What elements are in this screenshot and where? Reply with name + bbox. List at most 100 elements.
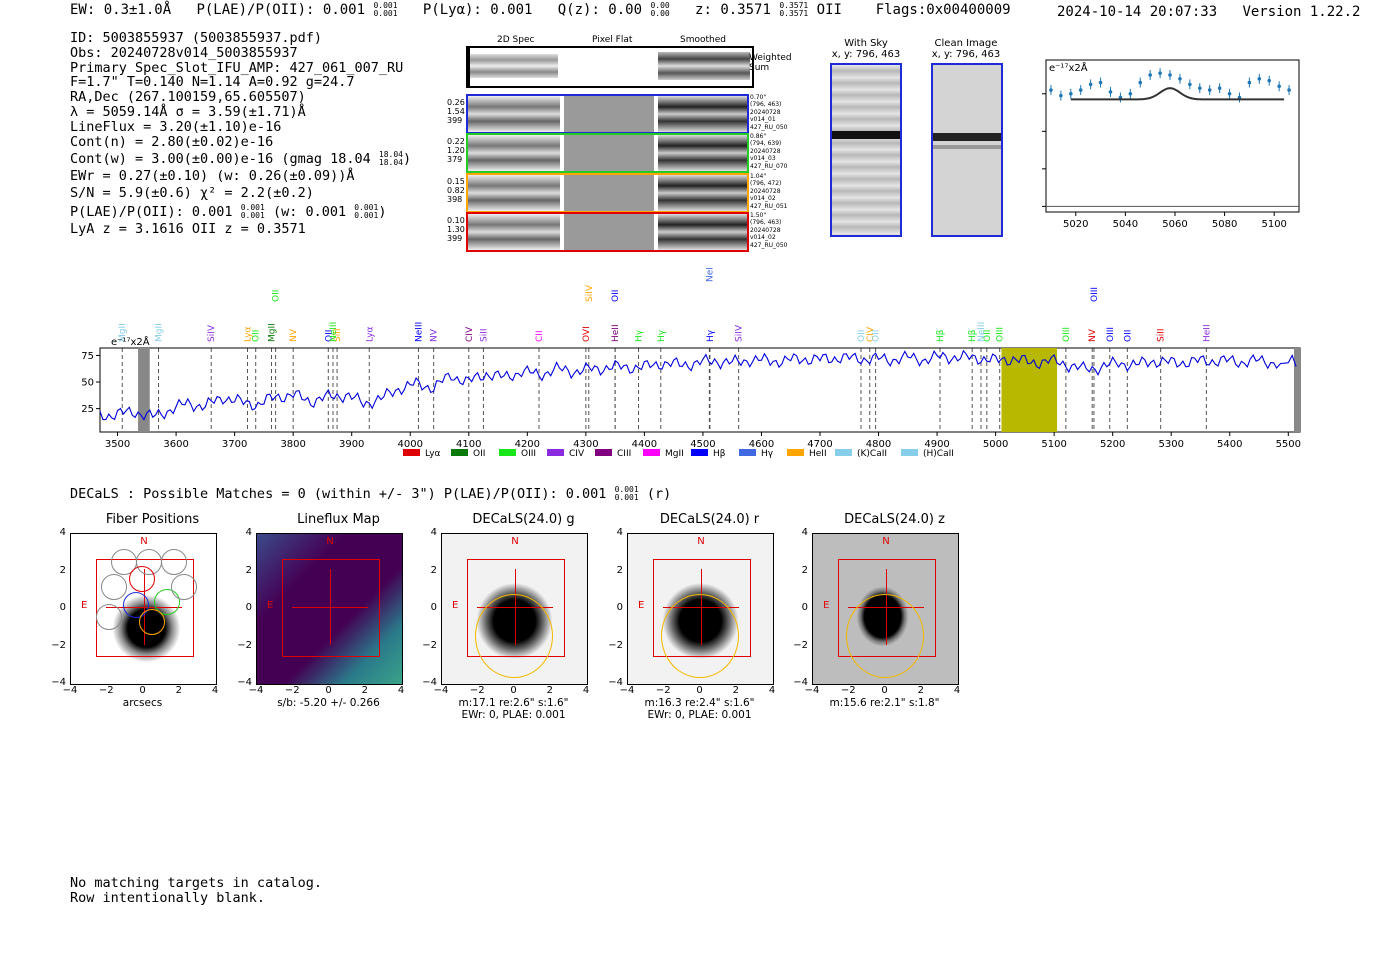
decals-panel-title: DECaLS(24.0) z	[844, 512, 945, 527]
cutout-meta-line: v014_01	[750, 116, 776, 124]
spectrum-line-label: NeIII	[977, 322, 987, 342]
decals-ytick-label: 2	[245, 564, 252, 576]
spectrum-highlight-band	[1001, 348, 1058, 432]
cutout-meta-line: 1.04"	[750, 173, 767, 180]
decals-summary-up: 0.001	[614, 485, 639, 494]
fiber-circle	[96, 604, 122, 630]
header-qz-up: 0.00	[650, 1, 670, 10]
info-lambda: λ = 5059.14Å σ = 3.59(±1.71)Å	[70, 103, 306, 120]
spectrum-line-label: HeII	[611, 324, 621, 342]
decals-ytick-label: 2	[59, 564, 66, 576]
cutout-pixelflat	[564, 96, 654, 132]
decals-xtick-label: −4	[62, 685, 78, 696]
decals-ytick-label: −4	[422, 677, 437, 688]
cutout-meta-line: v014_02	[750, 234, 776, 242]
decals-panel-footer: EWr: 0, PLAE: 0.001	[461, 709, 566, 721]
cutout-stat: 0.26	[447, 98, 465, 107]
legend-label: CIV	[569, 449, 585, 459]
legend-swatch	[451, 449, 468, 456]
decals-ytick-label: 4	[430, 527, 437, 538]
spectrum-line-label: MgII	[268, 323, 278, 342]
decals-panel-footer: arcsecs	[122, 697, 163, 709]
header-qz: Q(z): 0.00	[557, 2, 643, 18]
decals-aperture-box	[282, 559, 380, 657]
cutout-smoothed	[658, 214, 747, 250]
spectrum-line-label: SiIV	[585, 284, 595, 302]
cutout-stat: 1.30	[447, 225, 465, 234]
cutout-meta-line: v014_03	[750, 155, 776, 163]
spectrum-masked-region	[138, 348, 150, 432]
cutout-meta-line: 427_RU_050	[750, 241, 788, 249]
zoom-point	[1078, 88, 1083, 92]
cutout-row-frame	[466, 94, 749, 134]
decals-panel-footer: s/b: -5.20 +/- 0.266	[277, 697, 380, 709]
spectrum-line-label: OIII	[1062, 327, 1072, 342]
footer-line-1: No matching targets in catalog.	[70, 875, 322, 891]
col-header-pixelflat: Pixel Flat	[592, 35, 633, 45]
zoom-point	[1108, 90, 1113, 94]
spectrum-axes: 3500 3600 3700 3800 3900 4000 4100 4200 4300 4400…	[81, 351, 1301, 450]
info-fiber: F=1.7" T=0.140 N=1.14 A=0.92 g=24.7	[70, 74, 355, 91]
zoom-point	[1217, 86, 1222, 90]
zoom-chart-unit: e⁻¹⁷x2Å	[1049, 61, 1088, 74]
cutout-meta-line: 0.70"	[750, 94, 767, 101]
spectrum-xtick-label: 4600	[749, 439, 774, 450]
header-plae-up: 0.001	[373, 1, 398, 10]
spectrum-line-label: NV	[289, 328, 299, 342]
info-ewr: EWr = 0.27(±0.10) (w: 0.26(±0.09))Å	[70, 168, 355, 185]
spectrum-xtick-label: 3500	[105, 439, 130, 450]
decals-north-label: N	[511, 536, 519, 547]
cutout-row-frame	[466, 173, 749, 213]
zoom-model-line	[1070, 87, 1285, 101]
spectrum-line-label: SiII	[1157, 328, 1167, 342]
info-plae-w: (w: 0.001	[272, 204, 347, 221]
spectrum-xtick-label: 5400	[1217, 439, 1242, 450]
decals-xtick-label: 0	[139, 685, 146, 696]
spectrum-line-label: OIII	[1106, 327, 1116, 342]
legend-swatch	[547, 449, 564, 456]
cutout-row-meta: 1.50" (796, 463) 20240728 v014_02 427_RU_050	[750, 212, 787, 249]
spectrum-line-label: SiIV	[735, 324, 745, 342]
legend-label: HeII	[809, 449, 827, 459]
cutout-meta-line: 20240728	[750, 108, 781, 116]
info-contn: Cont(n) = 2.80(±0.02)e-16	[70, 133, 274, 150]
cutout-meta-line: (796, 463)	[750, 219, 782, 227]
header-z: z: 0.3571	[695, 2, 771, 18]
spectrum-xtick-label: 4200	[515, 439, 540, 450]
decals-ytick-label: 0	[430, 602, 437, 613]
spectrum-line-label: OIII	[1090, 287, 1100, 302]
decals-panel: Fiber Positions N E −4 −4 −2 −2 0 0 2 2 4 4 arcsecs	[50, 512, 250, 722]
legend-swatch	[901, 449, 918, 456]
spectrum-line-label: Hβ	[968, 329, 978, 342]
zoom-point	[1247, 80, 1252, 85]
decals-xtick-label: −2	[284, 685, 300, 696]
zoom-point	[1059, 93, 1063, 98]
header-timestamp: 2024-10-14 20:07:33	[1057, 4, 1218, 20]
spectrum-line-label: OII	[857, 330, 867, 342]
header-right: 2024-10-14 20:07:33 Version 1.22.2	[1057, 4, 1360, 20]
zoom-point	[1277, 84, 1281, 89]
zoom-xtick-label: 5020	[1063, 219, 1088, 230]
info-block: ID: 5003855937 (5003855937.pdf) Obs: 202…	[70, 30, 412, 238]
info-radec: RA,Dec (267.100159,65.605507)	[70, 89, 306, 106]
cutout-2dspec	[468, 214, 560, 250]
cutout-meta-line: 427_RU_050	[750, 123, 788, 131]
with-sky-title: With Sky x, y: 796, 463	[830, 38, 902, 60]
decals-summary-text: DECaLS : Possible Matches = 0 (within +/…	[70, 486, 607, 502]
zoom-point	[1188, 82, 1192, 87]
cutout-stat: 1.54	[447, 107, 465, 116]
header-z-up: 0.3571	[779, 1, 809, 10]
spectrum-line-label: Hγ	[657, 329, 667, 342]
cutout-2dspec	[468, 175, 560, 211]
cutout-meta-line: 427_RU_070	[750, 162, 788, 170]
cutout-smoothed	[658, 135, 747, 171]
cutout-stat: 379	[447, 155, 463, 164]
legend-label: (H)CaII	[923, 449, 954, 459]
footer-notes: No matching targets in catalog. Row inte…	[70, 876, 322, 906]
spectrum-line-label: MgII	[155, 323, 165, 342]
decals-xtick-label: −4	[248, 685, 264, 696]
cutout-row-stats: 0.26 1.54 399	[447, 98, 465, 125]
info-id: ID: 5003855937 (5003855937.pdf)	[70, 30, 322, 46]
cutout-2dspec	[468, 96, 560, 132]
